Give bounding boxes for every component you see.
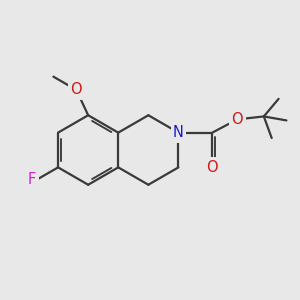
- Text: N: N: [173, 125, 184, 140]
- Text: O: O: [232, 112, 243, 127]
- Text: O: O: [206, 160, 218, 175]
- Text: F: F: [28, 172, 36, 188]
- Text: O: O: [70, 82, 82, 98]
